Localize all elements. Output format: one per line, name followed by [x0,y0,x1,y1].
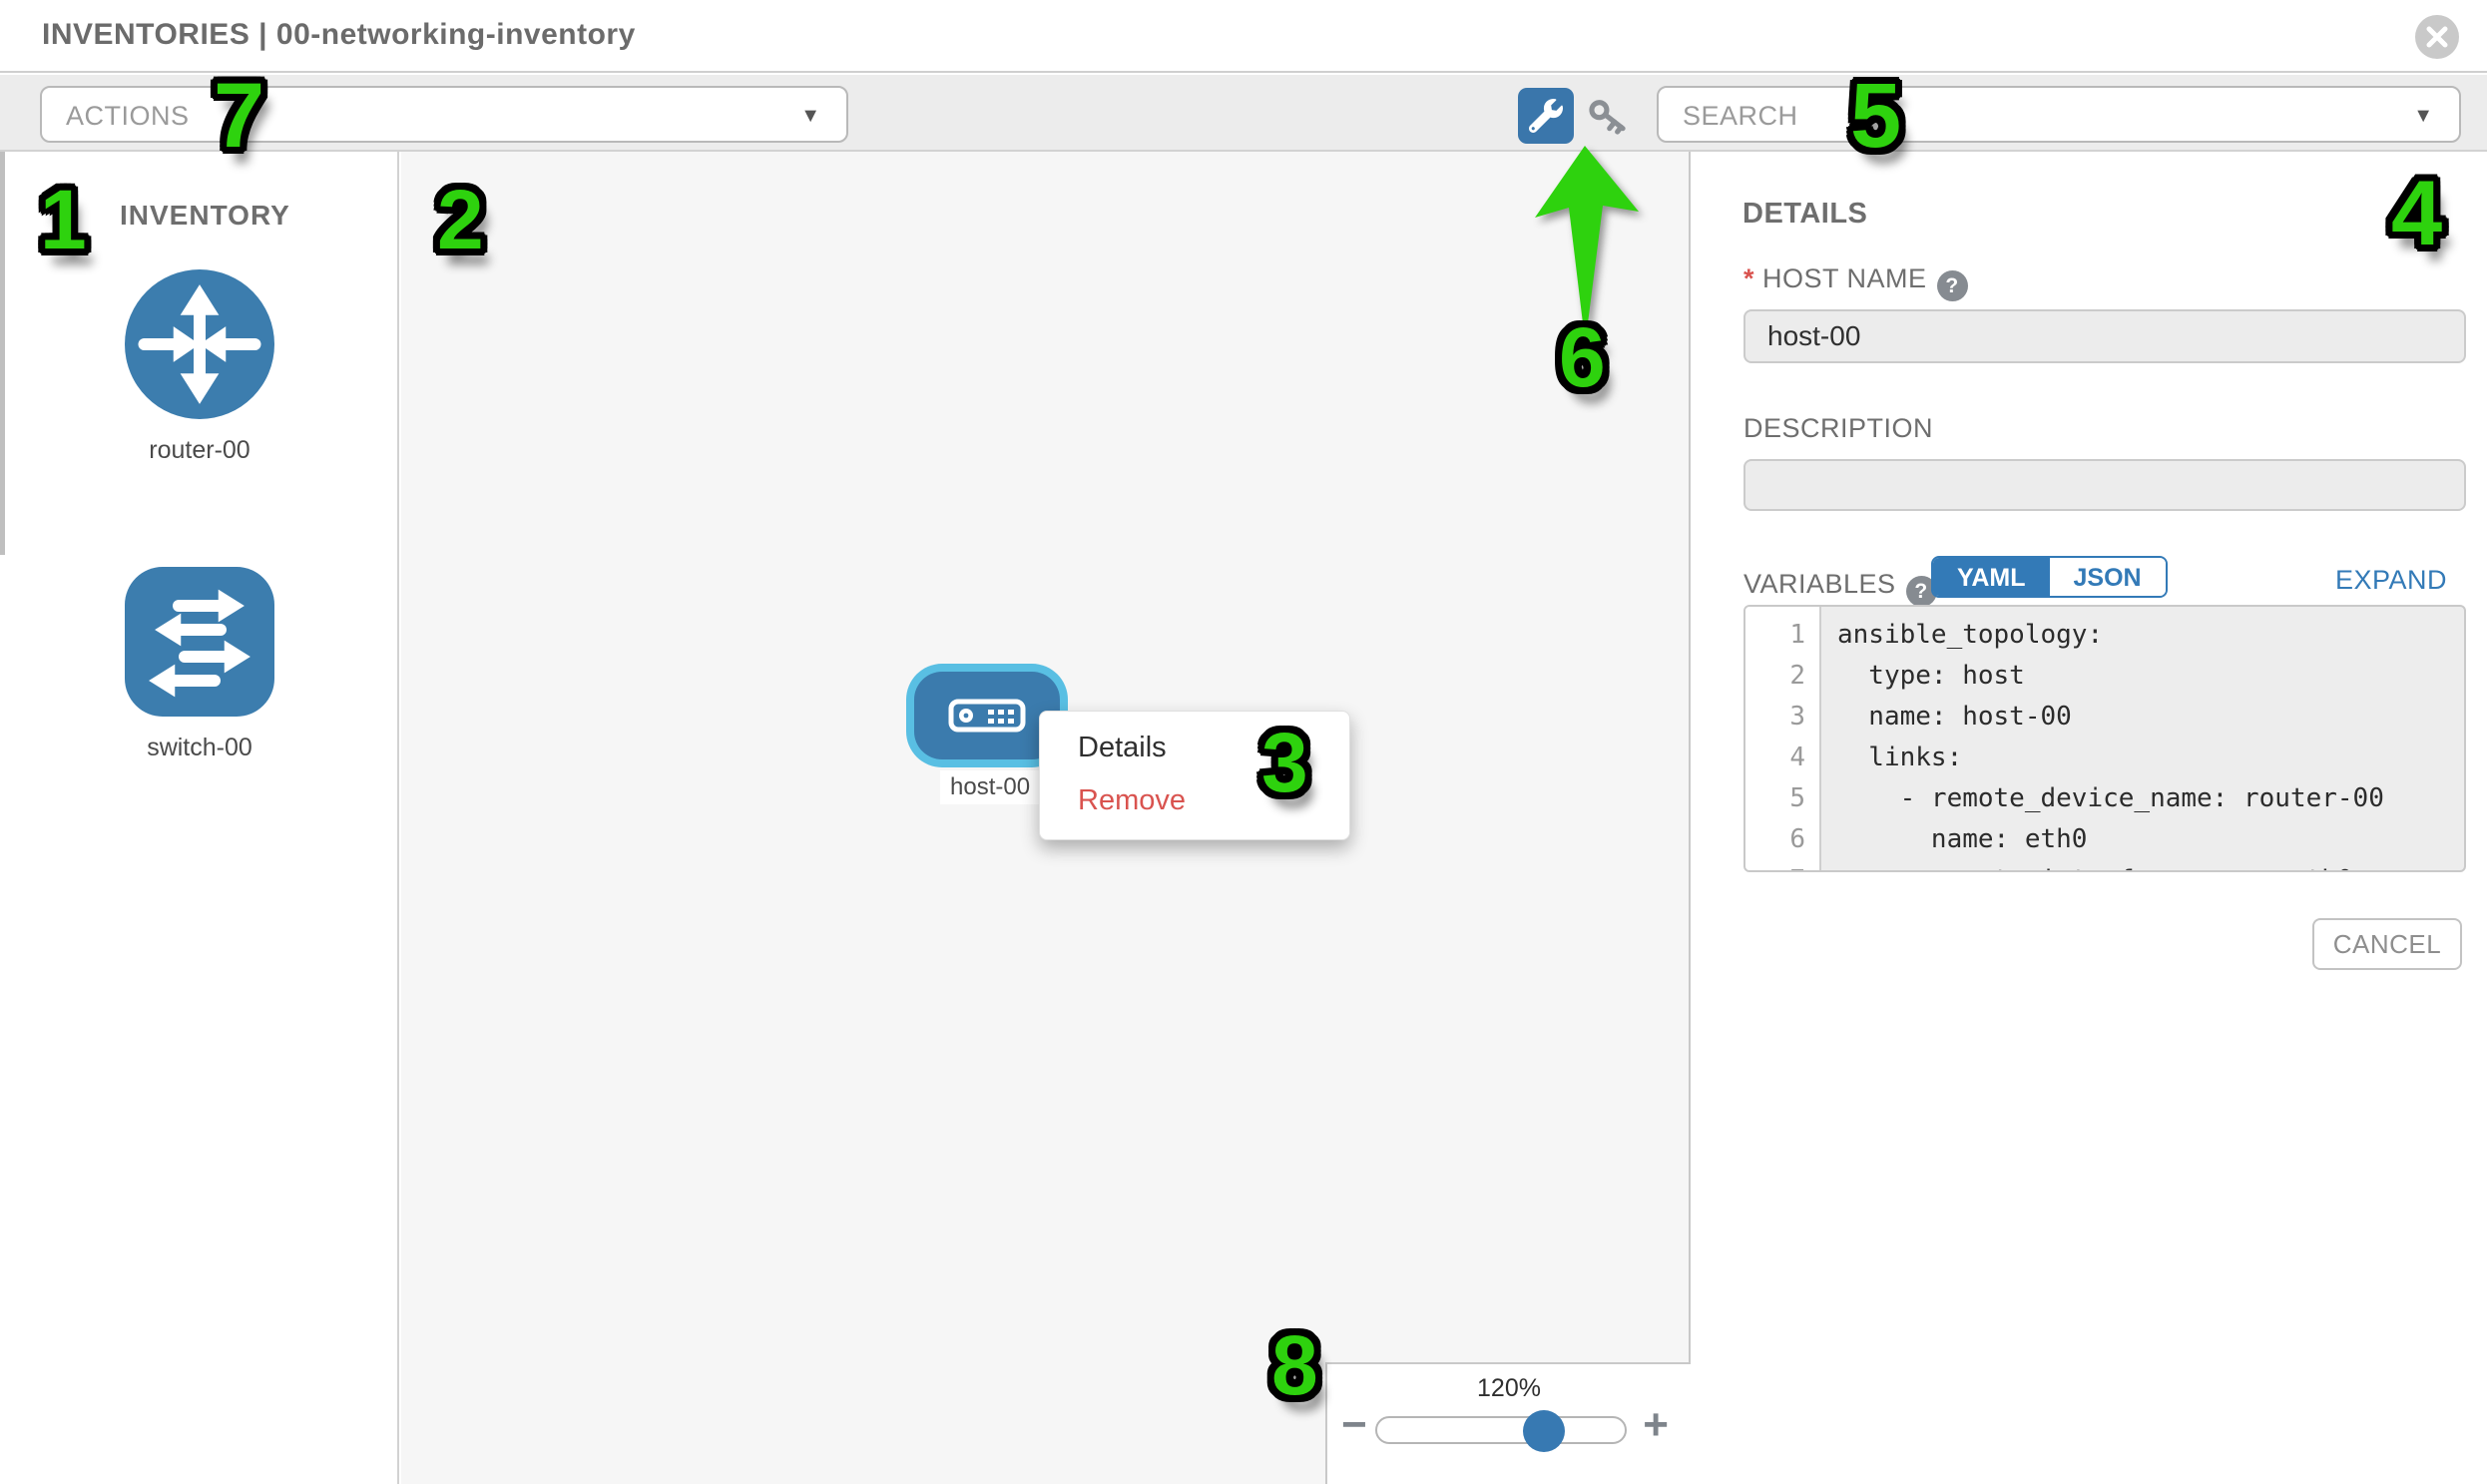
palette-item-switch[interactable]: switch-00 [0,567,399,762]
zoom-out-button[interactable]: − [1341,1400,1367,1449]
details-panel-title: DETAILS [1742,198,1868,230]
annotation-3: 3 [1261,716,1308,809]
toolbar: ACTIONS ▼ SEARCH ▼ [0,75,2487,152]
annotation-7: 7 [214,65,265,167]
zoom-in-button[interactable]: + [1643,1400,1669,1449]
code-line: - remote_device_name: router-00 [1837,783,2384,813]
code-line: name: eth0 [1837,824,2088,854]
code-line: ansible_topology: [1837,620,2104,650]
details-panel: DETAILS *HOST NAME? DESCRIPTION VARIABLE… [1693,152,2487,1484]
annotation-2: 2 [437,173,484,266]
zoom-level-value: 120% [1477,1374,1541,1402]
host-icon [948,698,1026,739]
description-input[interactable] [1743,459,2466,511]
close-button[interactable] [2415,15,2459,59]
variables-label: VARIABLES? [1743,569,1937,607]
annotation-5: 5 [1850,65,1902,167]
chevron-down-icon: ▼ [2413,105,2433,127]
host-node-body [914,672,1060,759]
annotation-8: 8 [1271,1318,1318,1412]
actions-dropdown[interactable]: ACTIONS ▼ [40,86,848,143]
key-icon [1589,100,1626,135]
annotation-1: 1 [40,173,87,266]
annotation-arrow-up-icon [1535,146,1639,323]
palette-item-label: router-00 [149,436,250,464]
code-line: type: host [1837,661,2025,691]
help-icon[interactable]: ? [1936,270,1968,301]
router-icon [125,269,274,419]
code-line: links: [1837,742,1963,772]
page-title: INVENTORIES | 00-networking-inventory [42,18,636,51]
sidebar-scrollbar[interactable] [0,152,5,555]
cancel-button[interactable]: CANCEL [2312,918,2462,970]
palette-title: INVENTORY [120,200,290,231]
switch-icon [125,567,274,717]
header: INVENTORIES | 00-networking-inventory [0,0,2487,73]
required-mark: * [1743,263,1755,293]
palette-item-label: switch-00 [147,734,252,761]
editor-code: ansible_topology: type: host name: host-… [1823,607,2464,870]
search-dropdown-label: SEARCH [1683,101,1798,131]
description-label: DESCRIPTION [1743,413,1934,443]
variables-format-toggle: YAML JSON [1931,556,2168,598]
expand-link[interactable]: EXPAND [2334,565,2447,595]
code-line: name: host-00 [1837,702,2072,732]
annotation-6: 6 [1559,310,1606,404]
host-node-label: host-00 [940,770,1041,804]
annotation-4: 4 [2391,163,2443,264]
zoom-slider-thumb[interactable] [1523,1410,1565,1452]
key-button[interactable] [1585,95,1633,143]
zoom-control: 120% − + [1325,1362,1691,1484]
palette-item-router[interactable]: router-00 [0,269,399,465]
host-name-input[interactable] [1743,309,2466,363]
yaml-toggle-button[interactable]: YAML [1933,558,2050,596]
variables-editor[interactable]: 1 2 3 4 5 6 7 ansible_topology: type: ho… [1743,605,2466,872]
topology-canvas[interactable]: host-00 Details Remove 120% − + [401,152,1691,1484]
chevron-down-icon: ▼ [800,105,820,127]
editor-line-numbers: 1 2 3 4 5 6 7 [1745,607,1821,870]
search-dropdown[interactable]: SEARCH ▼ [1657,86,2461,143]
wrench-icon [1529,99,1563,133]
host-name-label: * HOST NAME? [1743,263,1968,301]
configure-button[interactable] [1518,88,1574,144]
inventory-palette: INVENTORY router-00 [0,152,399,1484]
actions-dropdown-label: ACTIONS [66,101,190,131]
context-menu-item-remove[interactable]: Remove [1078,784,1186,816]
node-context-menu: Details Remove [1039,711,1350,840]
close-icon [2426,26,2448,48]
context-menu-item-details[interactable]: Details [1078,732,1167,763]
json-toggle-button[interactable]: JSON [2049,558,2166,596]
code-line: remote_interface_name: eth0 [1837,860,2464,870]
zoom-slider[interactable] [1375,1410,1627,1452]
